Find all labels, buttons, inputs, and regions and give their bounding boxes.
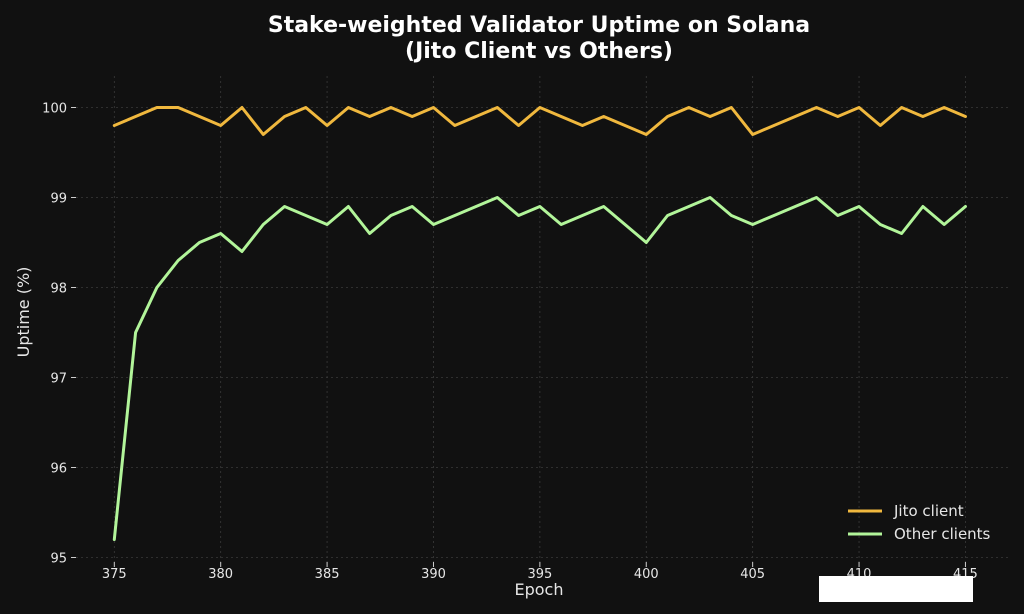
x-tick-label: 405 <box>740 567 765 582</box>
x-axis-ticks: 375 380 385 390 395 400 405 410 415 <box>102 562 978 582</box>
x-tick-label: 380 <box>208 567 233 582</box>
y-axis-label: Uptime (%) <box>14 267 33 358</box>
y-tick-label: 100 <box>42 102 67 117</box>
y-tick-label: 95 <box>50 552 67 567</box>
y-tick-label: 96 <box>50 462 67 477</box>
x-tick-label: 385 <box>315 567 340 582</box>
series-line-other-clients <box>112 196 967 541</box>
legend: Jito client Other clients <box>848 502 991 543</box>
x-tick-label: 375 <box>102 567 127 582</box>
series-line-jito-client <box>112 106 967 136</box>
redaction-box <box>819 576 973 602</box>
x-tick-label: 400 <box>634 567 659 582</box>
x-tick-label: 395 <box>527 567 552 582</box>
y-tick-label: 98 <box>50 282 67 297</box>
y-axis-ticks: 95 96 97 98 99 100 <box>42 102 76 567</box>
x-axis-label: Epoch <box>515 580 564 599</box>
y-tick-label: 97 <box>50 372 67 387</box>
x-tick-label: 390 <box>421 567 446 582</box>
y-tick-label: 99 <box>50 192 67 207</box>
chart-title-line1: Stake-weighted Validator Uptime on Solan… <box>268 13 810 38</box>
legend-label-jito: Jito client <box>893 502 964 520</box>
chart-title-line2: (Jito Client vs Others) <box>405 39 673 64</box>
series-lines <box>112 106 967 541</box>
legend-label-other: Other clients <box>894 525 991 543</box>
grid-lines <box>76 76 1008 562</box>
